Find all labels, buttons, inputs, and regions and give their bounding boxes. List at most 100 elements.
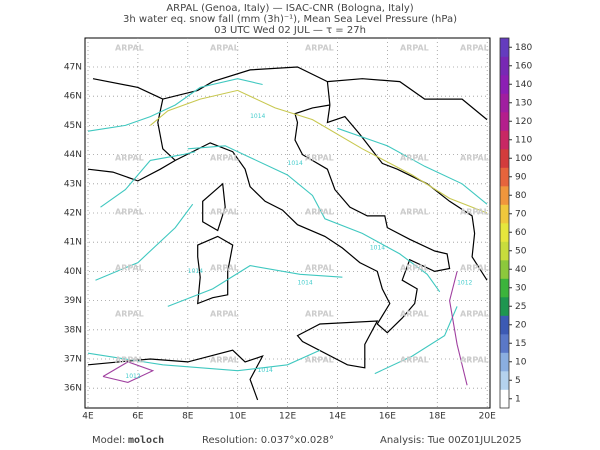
colorbar-label: 140 (515, 80, 532, 90)
isobar (87, 349, 321, 372)
isobar-label: 1014 (288, 160, 303, 167)
lat-label: 38N (64, 325, 82, 335)
colorbar-label: 50 (515, 246, 527, 256)
watermark: ARPAL (305, 154, 334, 163)
lat-label: 46N (64, 92, 82, 102)
colorbar-segment (500, 93, 509, 113)
colorbar-segment (500, 297, 509, 316)
colorbar-label: 15 (515, 339, 526, 349)
watermark: ARPAL (400, 356, 429, 365)
colorbar-segment (500, 278, 509, 298)
colorbar-segment (500, 130, 509, 150)
watermark: ARPAL (210, 356, 239, 365)
colorbar-label: 40 (515, 265, 527, 275)
watermark: ARPAL (210, 310, 239, 319)
lon-label: 16E (379, 412, 396, 422)
lon-label: 14E (329, 412, 346, 422)
colorbar-segment (500, 56, 509, 76)
watermark: ARPAL (460, 310, 489, 319)
colorbar-label: 10 (515, 357, 527, 367)
watermark: ARPAL (460, 154, 489, 163)
colorbar-segment (500, 241, 509, 261)
lat-label: 41N (64, 238, 82, 248)
colorbar-label: 130 (515, 98, 532, 108)
header-line: ARPAL (Genoa, Italy) — ISAC-CNR (Bologna… (166, 3, 413, 14)
isobar-label: 1012 (457, 280, 472, 287)
watermark: ARPAL (400, 44, 429, 53)
isobar-label: 1014 (258, 367, 273, 374)
lon-label: 10E (229, 412, 246, 422)
watermark: ARPAL (115, 208, 144, 217)
lat-label: 43N (64, 179, 82, 189)
watermark: ARPAL (210, 208, 239, 217)
coastline (87, 349, 264, 401)
isobar (149, 89, 488, 214)
watermark: ARPAL (400, 208, 429, 217)
watermark: ARPAL (400, 154, 429, 163)
isobar-label: 1014 (188, 268, 203, 275)
colorbar-label: 1 (515, 394, 521, 404)
isobar (87, 78, 263, 132)
watermark: ARPAL (115, 44, 144, 53)
lat-label: 40N (64, 267, 82, 277)
watermark: ARPAL (115, 356, 144, 365)
watermark: ARPAL (460, 356, 489, 365)
coastline (92, 78, 164, 100)
watermark: ARPAL (210, 154, 239, 163)
lat-label: 36N (64, 384, 82, 394)
lon-label: 6E (132, 412, 144, 422)
colorbar-segment (500, 38, 509, 57)
isobar (102, 361, 155, 383)
watermark: ARPAL (400, 310, 429, 319)
header-line: 3h water eq. snow fall (mm (3h)⁻¹), Mean… (123, 14, 457, 25)
watermark: ARPAL (210, 264, 239, 273)
colorbar-segment (500, 149, 509, 168)
island (296, 320, 379, 369)
colorbar-label: 160 (515, 61, 532, 71)
lat-label: 37N (64, 355, 82, 365)
watermark: ARPAL (115, 264, 144, 273)
isobar-label: 1012 (125, 373, 140, 380)
isobar-label: 1014 (297, 280, 312, 287)
lon-label: 20E (479, 412, 496, 422)
colorbar-label: 70 (515, 209, 527, 219)
colorbar-label: 30 (515, 283, 527, 293)
isobar (337, 127, 488, 205)
colorbar-segment (500, 75, 509, 94)
colorbar-label: 180 (515, 43, 532, 53)
isobar (374, 306, 458, 375)
lat-label: 44N (64, 150, 82, 160)
footer-resolution: Resolution: 0.037°x0.028° (202, 435, 334, 446)
lon-label: 8E (182, 412, 194, 422)
isobar (95, 203, 194, 281)
colorbar-segment (500, 112, 509, 131)
colorbar-label: 100 (515, 154, 532, 164)
colorbar-label: 25 (515, 302, 526, 312)
isobar-label: 1014 (250, 113, 265, 120)
coastline (326, 104, 488, 281)
colorbar-label: 20 (515, 320, 527, 330)
colorbar-label: 5 (515, 376, 521, 386)
coastline (327, 78, 488, 121)
watermark: ARPAL (115, 310, 144, 319)
isobar (449, 271, 468, 386)
isobar-label: 1014 (370, 245, 385, 252)
footer-model-label: Model: (92, 435, 125, 446)
colorbar-label: 80 (515, 191, 527, 201)
colorbar-segment (500, 389, 509, 409)
lat-label: 39N (64, 296, 82, 306)
watermark: ARPAL (305, 264, 334, 273)
colorbar-segment (500, 315, 509, 335)
watermark: ARPAL (460, 44, 489, 53)
colorbar-segment (500, 186, 509, 205)
coastline (87, 104, 451, 334)
colorbar-segment (500, 371, 509, 390)
colorbar-label: 120 (515, 117, 532, 127)
colorbar-segment (500, 204, 509, 224)
watermark: ARPAL (305, 208, 334, 217)
lon-label: 4E (82, 412, 94, 422)
watermark: ARPAL (305, 356, 334, 365)
colorbar-segment (500, 167, 509, 187)
watermark: ARPAL (305, 44, 334, 53)
